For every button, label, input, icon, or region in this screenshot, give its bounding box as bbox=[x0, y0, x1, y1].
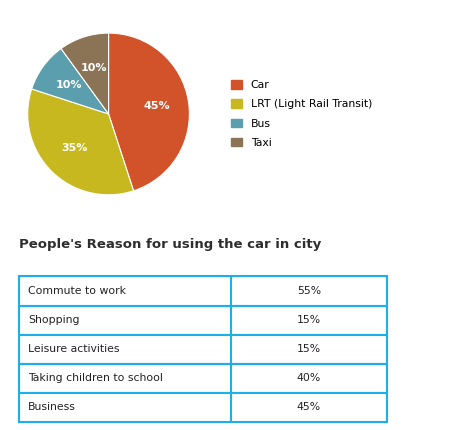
Text: 15%: 15% bbox=[297, 315, 321, 325]
Wedge shape bbox=[28, 89, 134, 195]
Text: Business: Business bbox=[28, 402, 76, 412]
Text: Taking children to school: Taking children to school bbox=[28, 373, 163, 383]
Wedge shape bbox=[32, 49, 109, 114]
Wedge shape bbox=[61, 33, 109, 114]
Bar bbox=[19, 276, 387, 305]
Bar bbox=[19, 305, 387, 335]
Text: Leisure activities: Leisure activities bbox=[28, 344, 120, 354]
Wedge shape bbox=[109, 33, 189, 191]
Text: Shopping: Shopping bbox=[28, 315, 80, 325]
Text: 40%: 40% bbox=[297, 373, 321, 383]
Text: Commute to work: Commute to work bbox=[28, 286, 126, 296]
Text: 10%: 10% bbox=[80, 63, 107, 73]
Bar bbox=[19, 335, 387, 364]
Bar bbox=[19, 393, 387, 422]
Text: People's Reason for using the car in city: People's Reason for using the car in cit… bbox=[19, 238, 321, 251]
Text: 45%: 45% bbox=[143, 101, 170, 111]
Text: 15%: 15% bbox=[297, 344, 321, 354]
Text: 55%: 55% bbox=[297, 286, 321, 296]
Legend: Car, LRT (Light Rail Transit), Bus, Taxi: Car, LRT (Light Rail Transit), Bus, Taxi bbox=[231, 80, 372, 148]
Text: 45%: 45% bbox=[297, 402, 321, 412]
Text: 10%: 10% bbox=[56, 80, 83, 90]
Bar bbox=[19, 364, 387, 393]
Text: 35%: 35% bbox=[61, 143, 87, 153]
